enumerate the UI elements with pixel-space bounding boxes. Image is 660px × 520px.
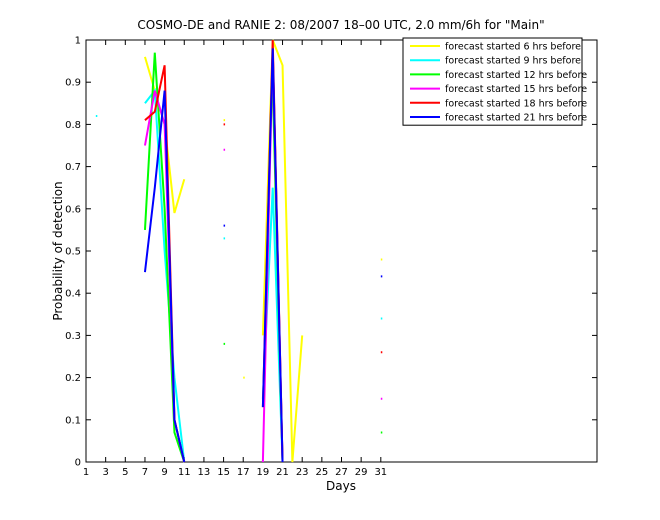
x-tick-label: 9 bbox=[161, 467, 167, 478]
legend-label: forecast started 12 hrs before bbox=[445, 70, 587, 81]
legend-label: forecast started 15 hrs before bbox=[445, 84, 587, 95]
x-axis-label: Days bbox=[326, 479, 356, 493]
series-line bbox=[144, 39, 383, 463]
y-tick-label: 0.6 bbox=[65, 204, 81, 215]
series-line bbox=[143, 48, 383, 463]
x-tick-label: 27 bbox=[335, 467, 348, 478]
x-tick-label: 25 bbox=[315, 467, 328, 478]
y-tick-label: 0.9 bbox=[65, 78, 81, 89]
x-tick-label: 11 bbox=[178, 467, 191, 478]
x-tick-label: 17 bbox=[237, 467, 250, 478]
y-tick-label: 0.7 bbox=[65, 162, 81, 173]
y-tick-label: 0.8 bbox=[65, 120, 81, 131]
legend-label: forecast started 6 hrs before bbox=[445, 42, 581, 53]
series-line bbox=[143, 52, 383, 463]
x-tick-label: 1 bbox=[83, 467, 89, 478]
legend-label: forecast started 21 hrs before bbox=[445, 113, 587, 124]
y-tick-label: 0 bbox=[75, 458, 81, 469]
x-tick-label: 23 bbox=[296, 467, 309, 478]
x-tick-label: 29 bbox=[355, 467, 368, 478]
x-tick-label: 15 bbox=[217, 467, 230, 478]
y-axis-label: Probability of detection bbox=[51, 181, 65, 320]
y-tick-label: 0.1 bbox=[65, 415, 81, 426]
legend-label: forecast started 18 hrs before bbox=[445, 98, 587, 109]
x-tick-label: 5 bbox=[122, 467, 128, 478]
y-tick-label: 0.2 bbox=[65, 373, 81, 384]
chart-title: COSMO-DE and RANIE 2: 08/2007 18–00 UTC,… bbox=[137, 18, 544, 32]
series-line bbox=[95, 87, 383, 463]
y-tick-label: 1 bbox=[75, 36, 81, 47]
series-line bbox=[143, 48, 383, 463]
y-tick-label: 0.4 bbox=[65, 289, 81, 300]
x-tick-label: 21 bbox=[276, 467, 289, 478]
x-tick-label: 3 bbox=[102, 467, 108, 478]
x-tick-label: 7 bbox=[142, 467, 148, 478]
legend-box bbox=[402, 37, 583, 126]
legend-label: forecast started 9 hrs before bbox=[445, 56, 581, 67]
y-tick-label: 0.5 bbox=[65, 247, 81, 258]
y-tick-label: 0.3 bbox=[65, 331, 81, 342]
x-tick-label: 31 bbox=[374, 467, 387, 478]
x-tick-label: 13 bbox=[198, 467, 211, 478]
x-tick-label: 19 bbox=[257, 467, 270, 478]
